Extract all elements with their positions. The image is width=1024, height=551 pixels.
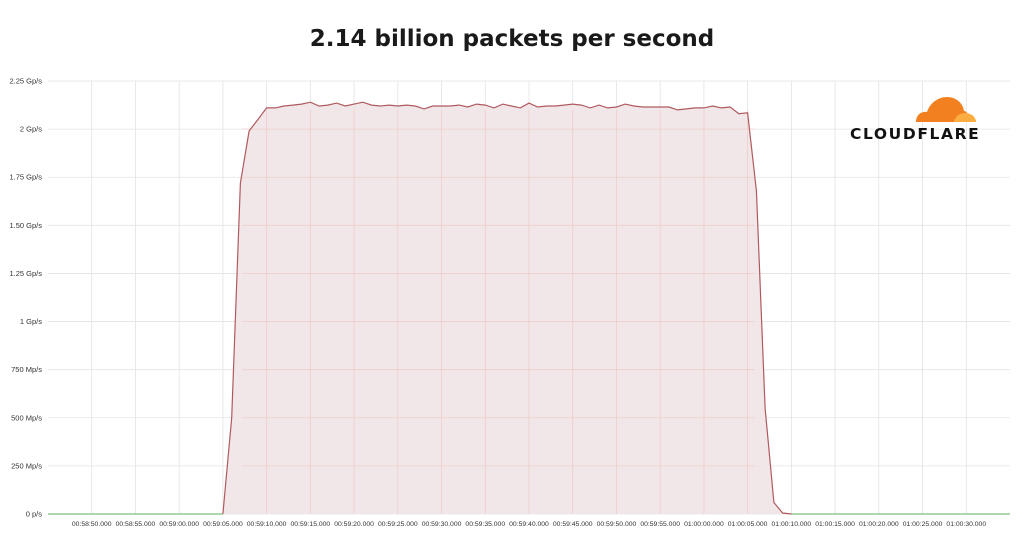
y-tick-label: 1.50 Gp/s [9, 221, 42, 230]
y-tick-label: 750 Mp/s [11, 365, 42, 374]
y-tick-label: 0 p/s [26, 510, 43, 519]
x-tick-label: 00:59:30.000 [422, 521, 462, 528]
x-tick-label: 00:59:45.000 [553, 521, 593, 528]
x-tick-label: 00:59:20.000 [334, 521, 374, 528]
cloudflare-logo: CLOUDFLARE [846, 95, 986, 145]
x-tick-label: 00:58:55.000 [116, 521, 156, 528]
series-line [222, 101, 792, 515]
y-tick-label: 2.25 Gp/s [9, 77, 42, 86]
x-tick-label: 01:00:10.000 [772, 521, 812, 528]
x-tick-label: 01:00:05.000 [728, 521, 768, 528]
x-tick-label: 00:59:35.000 [465, 521, 505, 528]
y-axis-tick-labels: 0 p/s 250 Mp/s 500 Mp/s 750 Mp/s 1 Gp/s 1.25 … [9, 77, 42, 519]
x-tick-label: 00:59:10.000 [247, 521, 287, 528]
x-tick-label: 01:00:00.000 [684, 521, 724, 528]
x-tick-label: 00:59:15.000 [291, 521, 331, 528]
x-tick-label: 00:59:55.000 [640, 521, 680, 528]
x-axis-tick-labels: 00:58:50.000 00:58:55.000 00:59:00.000 00:5… [72, 521, 986, 528]
y-tick-label: 1.75 Gp/s [9, 173, 42, 182]
y-tick-label: 1.25 Gp/s [9, 269, 42, 278]
x-tick-label: 00:59:50.000 [597, 521, 637, 528]
x-tick-label: 00:59:00.000 [159, 521, 199, 528]
x-tick-label: 01:00:20.000 [859, 521, 899, 528]
y-tick-label: 1 Gp/s [20, 317, 42, 326]
chart-title: 2.14 billion packets per second [309, 26, 715, 52]
y-tick-label: 250 Mp/s [11, 461, 42, 470]
y-tick-label: 500 Mp/s [11, 413, 42, 422]
y-tick-label: 2 Gp/s [20, 125, 42, 134]
logo-wordmark: CLOUDFLARE [850, 125, 981, 143]
x-tick-label: 01:00:15.000 [815, 521, 855, 528]
x-tick-label: 00:59:40.000 [509, 521, 549, 528]
x-tick-label: 01:00:25.000 [903, 521, 943, 528]
x-tick-label: 00:59:05.000 [203, 521, 243, 528]
x-tick-label: 00:58:50.000 [72, 521, 112, 528]
x-tick-label: 01:00:30.000 [946, 521, 986, 528]
cloud-icon [916, 97, 976, 122]
x-tick-label: 00:59:25.000 [378, 521, 418, 528]
series-area-layer [48, 101, 1010, 515]
